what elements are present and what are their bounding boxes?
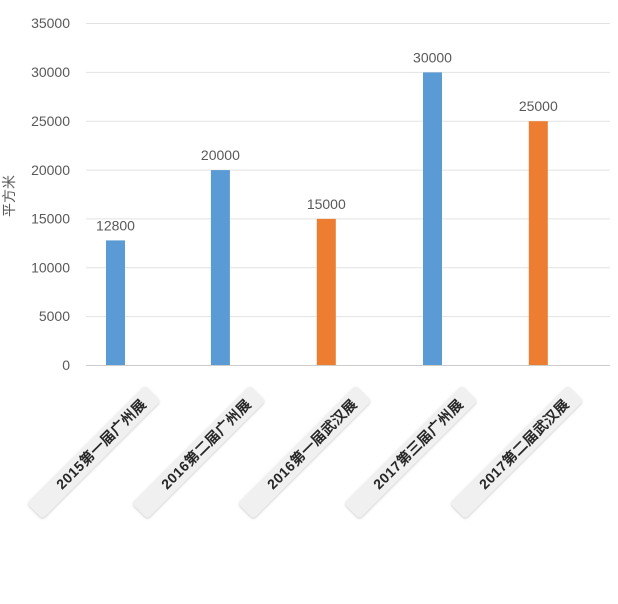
svg-text:25000: 25000 (31, 113, 70, 129)
svg-text:15000: 15000 (31, 211, 70, 227)
svg-text:12800: 12800 (96, 218, 135, 234)
svg-text:25000: 25000 (519, 98, 558, 114)
svg-text:平方米: 平方米 (1, 175, 17, 217)
svg-text:2015第一届广州展: 2015第一届广州展 (53, 396, 149, 492)
svg-text:2017第二届武汉展: 2017第二届武汉展 (476, 396, 572, 492)
svg-text:10000: 10000 (31, 260, 70, 276)
svg-text:20000: 20000 (201, 147, 240, 163)
svg-text:2017第三届广州展: 2017第三届广州展 (370, 396, 466, 492)
svg-text:5000: 5000 (39, 308, 70, 324)
svg-text:0: 0 (62, 357, 70, 373)
svg-text:30000: 30000 (413, 49, 452, 65)
svg-text:30000: 30000 (31, 64, 70, 80)
svg-text:2016第二届广州展: 2016第二届广州展 (158, 396, 254, 492)
svg-text:15000: 15000 (307, 196, 346, 212)
svg-text:2016第一届武汉展: 2016第一届武汉展 (264, 396, 360, 492)
svg-text:35000: 35000 (31, 15, 70, 31)
svg-text:20000: 20000 (31, 162, 70, 178)
